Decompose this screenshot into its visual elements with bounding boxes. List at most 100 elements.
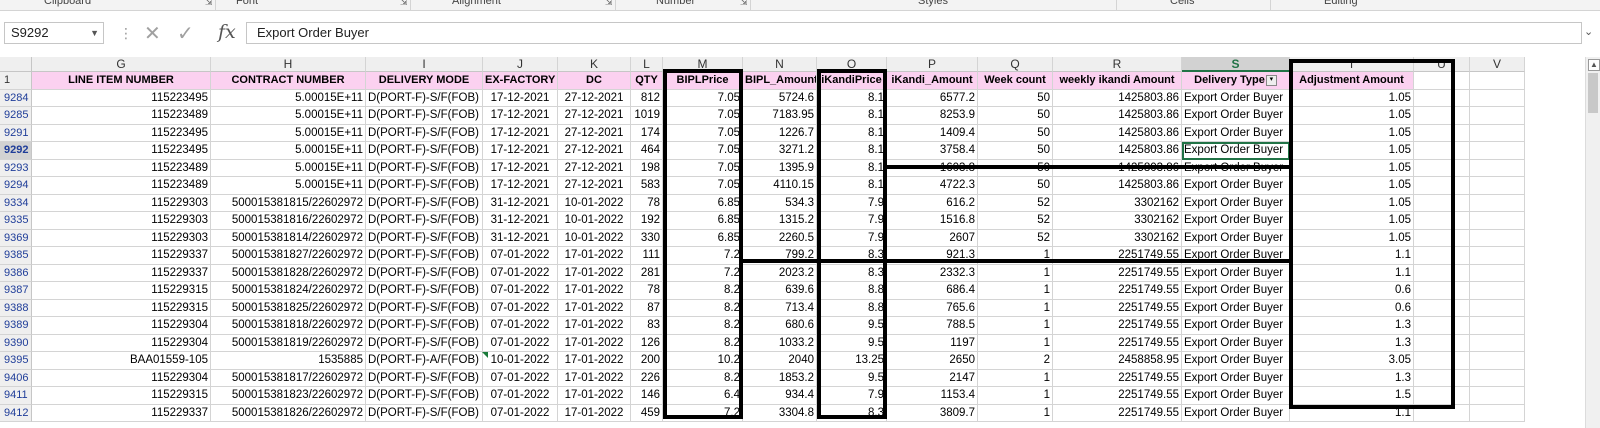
table-cell[interactable]: Export Order Buyer bbox=[1182, 229, 1290, 247]
table-cell[interactable]: 115223495 bbox=[32, 124, 211, 142]
table-cell[interactable]: D(PORT-F)-S/F(FOB) bbox=[366, 229, 483, 247]
table-cell[interactable]: 17-12-2021 bbox=[483, 142, 558, 160]
table-cell[interactable]: 115223489 bbox=[32, 159, 211, 177]
column-header-t[interactable]: T bbox=[1290, 57, 1414, 72]
table-cell[interactable]: 17-12-2021 bbox=[483, 159, 558, 177]
table-cell[interactable]: 9.5 bbox=[817, 334, 887, 352]
table-cell[interactable]: 1315.2 bbox=[743, 212, 817, 230]
table-cell[interactable]: 583 bbox=[631, 177, 663, 195]
table-cell[interactable]: 4722.3 bbox=[887, 177, 978, 195]
table-cell[interactable]: 7.05 bbox=[663, 107, 743, 125]
number-launcher-icon[interactable]: ⇲ bbox=[740, 0, 748, 7]
table-cell[interactable]: 27-12-2021 bbox=[558, 142, 631, 160]
table-cell[interactable]: D(PORT-F)-A/F(FOB) bbox=[366, 352, 483, 370]
table-cell[interactable]: 1.05 bbox=[1290, 142, 1414, 160]
table-cell[interactable]: 1.05 bbox=[1290, 124, 1414, 142]
table-cell[interactable]: 17-01-2022 bbox=[558, 299, 631, 317]
table-cell[interactable]: Export Order Buyer bbox=[1182, 334, 1290, 352]
table-cell[interactable]: 812 bbox=[631, 89, 663, 107]
table-cell[interactable]: D(PORT-F)-S/F(FOB) bbox=[366, 212, 483, 230]
row-header[interactable]: 9334 bbox=[0, 194, 32, 212]
table-cell[interactable]: 07-01-2022 bbox=[483, 404, 558, 422]
table-cell[interactable]: 111 bbox=[631, 247, 663, 265]
table-cell[interactable]: 17-12-2021 bbox=[483, 177, 558, 195]
scroll-up-icon[interactable]: ▲ bbox=[1588, 59, 1600, 71]
table-cell[interactable]: 1425803.86 bbox=[1053, 177, 1182, 195]
table-cell[interactable] bbox=[1470, 212, 1525, 230]
table-cell[interactable]: 2 bbox=[978, 352, 1053, 370]
table-cell[interactable]: Export Order Buyer bbox=[1182, 299, 1290, 317]
table-cell[interactable]: 126 bbox=[631, 334, 663, 352]
column-header-g[interactable]: G bbox=[32, 57, 211, 72]
table-cell[interactable]: 3302162 bbox=[1053, 194, 1182, 212]
table-cell[interactable]: 799.2 bbox=[743, 247, 817, 265]
table-cell[interactable]: 2251749.55 bbox=[1053, 317, 1182, 335]
table-cell[interactable] bbox=[1414, 177, 1470, 195]
table-cell[interactable]: Export Order Buyer bbox=[1182, 212, 1290, 230]
table-cell[interactable]: 198 bbox=[631, 159, 663, 177]
table-cell[interactable]: 07-01-2022 bbox=[483, 387, 558, 405]
table-cell[interactable]: 1019 bbox=[631, 107, 663, 125]
column-header-k[interactable]: K bbox=[558, 57, 631, 72]
table-cell[interactable]: 639.6 bbox=[743, 282, 817, 300]
table-cell[interactable]: 115223495 bbox=[32, 142, 211, 160]
row-header[interactable]: 9387 bbox=[0, 282, 32, 300]
table-cell[interactable]: 1.5 bbox=[1290, 387, 1414, 405]
table-cell[interactable]: 1226.7 bbox=[743, 124, 817, 142]
row-header[interactable]: 9385 bbox=[0, 247, 32, 265]
table-cell[interactable]: 17-01-2022 bbox=[558, 404, 631, 422]
table-cell[interactable]: Export Order Buyer bbox=[1182, 369, 1290, 387]
table-cell[interactable]: 3302162 bbox=[1053, 229, 1182, 247]
header-cell[interactable]: DC bbox=[558, 72, 631, 90]
table-cell[interactable]: 1.1 bbox=[1290, 404, 1414, 422]
table-cell[interactable] bbox=[1470, 264, 1525, 282]
table-cell[interactable]: 500015381824/22602972 bbox=[211, 282, 366, 300]
table-cell[interactable] bbox=[1414, 229, 1470, 247]
table-cell[interactable]: 6.85 bbox=[663, 212, 743, 230]
table-cell[interactable] bbox=[1414, 282, 1470, 300]
table-cell[interactable]: 52 bbox=[978, 229, 1053, 247]
table-cell[interactable]: 192 bbox=[631, 212, 663, 230]
table-cell[interactable]: 7.2 bbox=[663, 404, 743, 422]
table-cell[interactable]: 1 bbox=[978, 264, 1053, 282]
table-cell[interactable] bbox=[1470, 387, 1525, 405]
table-cell[interactable]: 2650 bbox=[887, 352, 978, 370]
table-cell[interactable]: D(PORT-F)-S/F(FOB) bbox=[366, 369, 483, 387]
table-cell[interactable] bbox=[1414, 317, 1470, 335]
table-cell[interactable] bbox=[1470, 317, 1525, 335]
header-cell[interactable]: weekly ikandi Amount bbox=[1053, 72, 1182, 90]
table-cell[interactable]: 7.9 bbox=[817, 194, 887, 212]
table-cell[interactable]: 1 bbox=[978, 317, 1053, 335]
table-cell[interactable]: 281 bbox=[631, 264, 663, 282]
table-cell[interactable]: 115229304 bbox=[32, 317, 211, 335]
table-cell[interactable]: 8.2 bbox=[663, 282, 743, 300]
table-cell[interactable]: 464 bbox=[631, 142, 663, 160]
table-cell[interactable]: 7.2 bbox=[663, 264, 743, 282]
table-cell[interactable]: 5724.6 bbox=[743, 89, 817, 107]
table-cell[interactable]: 6.85 bbox=[663, 194, 743, 212]
table-cell[interactable]: 1.05 bbox=[1290, 229, 1414, 247]
table-cell[interactable]: 115229337 bbox=[32, 247, 211, 265]
header-cell[interactable]: Week count bbox=[978, 72, 1053, 90]
table-cell[interactable]: 500015381818/22602972 bbox=[211, 317, 366, 335]
enter-check-icon[interactable]: ✓ bbox=[177, 23, 194, 45]
row-header[interactable]: 9386 bbox=[0, 264, 32, 282]
table-cell[interactable]: 8.2 bbox=[663, 317, 743, 335]
row-header[interactable]: 9335 bbox=[0, 212, 32, 230]
table-cell[interactable]: 200 bbox=[631, 352, 663, 370]
table-cell[interactable]: 17-01-2022 bbox=[558, 369, 631, 387]
table-cell[interactable] bbox=[1414, 107, 1470, 125]
table-cell[interactable] bbox=[1470, 352, 1525, 370]
column-header-s[interactable]: S bbox=[1182, 57, 1290, 72]
table-cell[interactable]: Export Order Buyer bbox=[1182, 387, 1290, 405]
table-cell[interactable]: 50 bbox=[978, 89, 1053, 107]
table-cell[interactable]: 534.3 bbox=[743, 194, 817, 212]
table-cell[interactable]: 115229315 bbox=[32, 299, 211, 317]
table-cell[interactable]: 8.1 bbox=[817, 142, 887, 160]
row-header[interactable]: 9412 bbox=[0, 404, 32, 422]
table-cell[interactable]: 115223495 bbox=[32, 89, 211, 107]
table-cell[interactable]: 1425803.86 bbox=[1053, 89, 1182, 107]
table-cell[interactable]: 5.00015E+11 bbox=[211, 177, 366, 195]
table-cell[interactable]: 17-12-2021 bbox=[483, 107, 558, 125]
table-cell[interactable]: 115223489 bbox=[32, 177, 211, 195]
